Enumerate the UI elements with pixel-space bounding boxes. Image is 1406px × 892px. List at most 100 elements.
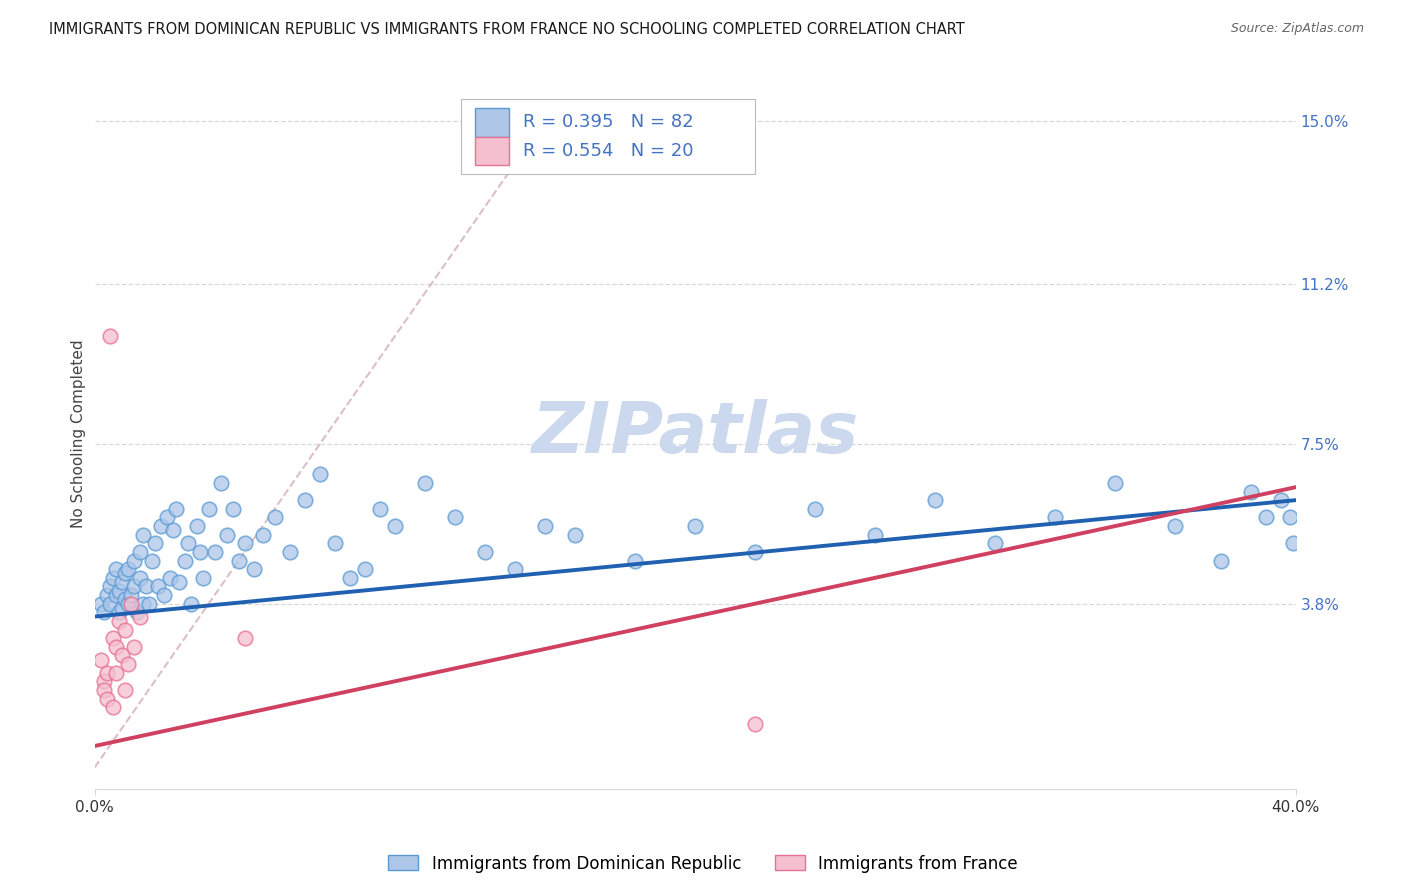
Text: ZIPatlas: ZIPatlas — [531, 399, 859, 467]
Point — [173, 553, 195, 567]
Point — [114, 623, 136, 637]
Point — [98, 579, 121, 593]
Point — [98, 597, 121, 611]
Point — [1270, 493, 1292, 508]
Text: R = 0.554   N = 20: R = 0.554 N = 20 — [523, 142, 693, 160]
Point — [101, 700, 124, 714]
Point — [503, 562, 526, 576]
Point — [252, 527, 274, 541]
Point — [152, 588, 174, 602]
Point — [159, 571, 181, 585]
Point — [186, 519, 208, 533]
Point — [117, 597, 139, 611]
Point — [107, 583, 129, 598]
Point — [120, 597, 142, 611]
Point — [90, 653, 112, 667]
Point — [141, 553, 163, 567]
Point — [122, 579, 145, 593]
Point — [221, 501, 243, 516]
Point — [104, 562, 127, 576]
Point — [176, 536, 198, 550]
Point — [146, 579, 169, 593]
FancyBboxPatch shape — [461, 99, 755, 174]
Point — [93, 682, 115, 697]
Point — [215, 527, 238, 541]
Point — [120, 588, 142, 602]
Point — [107, 605, 129, 619]
Point — [191, 571, 214, 585]
Point — [149, 519, 172, 533]
Point — [107, 614, 129, 628]
Point — [209, 475, 232, 490]
Point — [93, 674, 115, 689]
Point — [924, 493, 946, 508]
Point — [131, 527, 153, 541]
Point — [744, 545, 766, 559]
Point — [474, 545, 496, 559]
Point — [143, 536, 166, 550]
Point — [117, 562, 139, 576]
Legend: Immigrants from Dominican Republic, Immigrants from France: Immigrants from Dominican Republic, Immi… — [382, 848, 1024, 880]
Point — [114, 566, 136, 581]
Point — [308, 467, 330, 482]
Point — [534, 519, 557, 533]
Point — [744, 717, 766, 731]
Point — [804, 501, 827, 516]
Point — [101, 631, 124, 645]
Point — [413, 475, 436, 490]
Point — [156, 510, 179, 524]
Point — [138, 597, 160, 611]
FancyBboxPatch shape — [475, 108, 509, 136]
Point — [165, 501, 187, 516]
Point — [1104, 475, 1126, 490]
Point — [131, 597, 153, 611]
Point — [96, 665, 118, 680]
Point — [110, 601, 132, 615]
Point — [863, 527, 886, 541]
Point — [90, 597, 112, 611]
Point — [339, 571, 361, 585]
Point — [294, 493, 316, 508]
Point — [96, 588, 118, 602]
Point — [1239, 484, 1261, 499]
Point — [104, 665, 127, 680]
Point — [122, 640, 145, 654]
Point — [384, 519, 406, 533]
Point — [444, 510, 467, 524]
Point — [114, 682, 136, 697]
Point — [125, 605, 148, 619]
Point — [117, 657, 139, 671]
Point — [1045, 510, 1067, 524]
Y-axis label: No Schooling Completed: No Schooling Completed — [72, 339, 86, 527]
Point — [233, 536, 256, 550]
Text: IMMIGRANTS FROM DOMINICAN REPUBLIC VS IMMIGRANTS FROM FRANCE NO SCHOOLING COMPLE: IMMIGRANTS FROM DOMINICAN REPUBLIC VS IM… — [49, 22, 965, 37]
Point — [114, 592, 136, 607]
Point — [263, 510, 285, 524]
Point — [204, 545, 226, 559]
Point — [984, 536, 1007, 550]
Point — [98, 329, 121, 343]
Point — [128, 571, 150, 585]
Point — [180, 597, 202, 611]
Point — [188, 545, 211, 559]
Point — [104, 640, 127, 654]
Point — [1281, 536, 1303, 550]
FancyBboxPatch shape — [475, 136, 509, 165]
Point — [110, 648, 132, 663]
Point — [564, 527, 586, 541]
Point — [135, 579, 157, 593]
Point — [278, 545, 301, 559]
Point — [242, 562, 264, 576]
Point — [233, 631, 256, 645]
Point — [624, 553, 647, 567]
Point — [1278, 510, 1301, 524]
Point — [162, 524, 184, 538]
Point — [1254, 510, 1277, 524]
Point — [104, 588, 127, 602]
Point — [323, 536, 346, 550]
Point — [368, 501, 391, 516]
Point — [122, 553, 145, 567]
Point — [128, 545, 150, 559]
Point — [167, 575, 190, 590]
Point — [96, 691, 118, 706]
